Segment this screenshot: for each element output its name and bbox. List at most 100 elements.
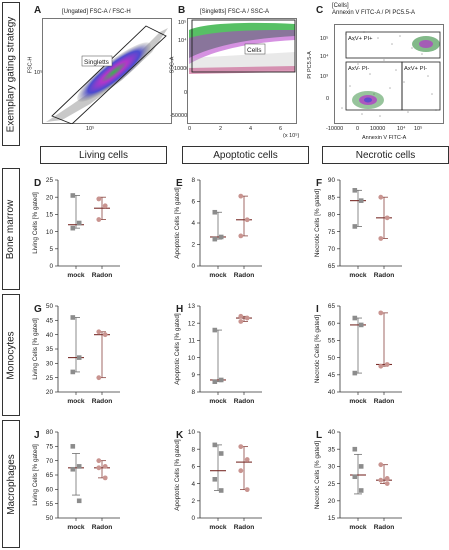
x-tick-label: mock [349,524,367,531]
panel-letter-d: D [34,178,41,189]
y-tick-label: 50 [46,515,54,522]
y-tick-label: 13 [188,303,196,310]
data-point-radon [385,476,390,481]
x-tick-label: mock [209,272,227,279]
x-tick-label: mock [349,398,367,405]
y-axis-label: Apoptotic Cells [% gated] [174,313,181,385]
data-point-radon [378,310,383,315]
dot-plot-l: LNecrotic Cells [% gated]152025303540moc… [314,429,402,531]
data-point-mock [353,474,358,479]
y-tick-label: 0 [191,515,195,522]
data-point-radon [103,332,108,337]
x-tick-label: Radon [92,272,113,279]
dot-plot-i: INecrotic Cells [% gated]404550556065moc… [314,303,402,405]
y-tick-label: 35 [46,346,54,353]
panel-letter-f: F [316,178,322,189]
y-tick-label: 55 [328,338,336,345]
y-tick-label: 85 [328,194,336,201]
y-tick-label: 6 [191,199,195,206]
y-tick-label: 8 [191,177,195,184]
x-tick-label: Radon [92,524,113,531]
x-tick-label: Radon [234,524,255,531]
data-point-radon [385,362,390,367]
data-point-radon [238,444,243,449]
x-tick-label: mock [67,272,85,279]
y-tick-label: 4 [191,220,195,227]
x-tick-label: Radon [374,524,395,531]
y-tick-label: 30 [46,361,54,368]
data-point-mock [353,371,358,376]
data-point-mock [77,499,82,504]
data-point-mock [219,378,224,383]
y-tick-label: 65 [328,263,336,270]
y-tick-label: 20 [46,194,54,201]
data-point-radon [96,465,101,470]
data-point-radon [103,475,108,480]
y-tick-label: 25 [46,177,54,184]
data-point-radon [238,314,243,319]
y-tick-label: 5 [49,246,53,253]
data-point-mock [353,447,358,452]
y-tick-label: 15 [328,515,336,522]
data-point-mock [359,323,364,328]
x-tick-label: Radon [234,398,255,405]
y-tick-label: 0 [191,263,195,270]
data-point-mock [353,188,358,193]
x-tick-label: mock [67,398,85,405]
y-tick-label: 55 [46,501,54,508]
y-tick-label: 40 [328,389,336,396]
data-point-radon [103,203,108,208]
data-point-radon [245,487,250,492]
data-point-mock [359,488,364,493]
data-point-radon [238,234,243,239]
data-point-mock [353,316,358,321]
x-tick-label: mock [209,524,227,531]
data-point-radon [96,375,101,380]
y-tick-label: 90 [328,177,336,184]
data-point-radon [378,462,383,467]
data-point-mock [77,221,82,226]
y-tick-label: 50 [46,303,54,310]
y-axis-label: Apoptotic Cells [% gated] [174,187,181,259]
data-point-mock [213,328,218,333]
y-tick-label: 65 [46,472,54,479]
data-point-radon [245,217,250,222]
x-tick-label: mock [209,398,227,405]
data-point-radon [378,236,383,241]
x-tick-label: Radon [234,272,255,279]
x-tick-label: Radon [374,398,395,405]
data-point-mock [71,315,76,320]
data-point-radon [385,215,390,220]
data-point-mock [213,477,218,482]
data-point-radon [385,481,390,486]
y-tick-label: 10 [46,229,54,236]
y-tick-label: 25 [328,481,336,488]
panel-letter-l: L [316,430,322,441]
y-axis-label: Apoptotic Cells [% gated] [174,439,181,511]
dot-plot-j: JLiving Cells [% gated]50556065707580moc… [32,429,120,531]
y-tick-label: 4 [191,481,195,488]
y-axis-label: Living Cells [% gated] [32,318,39,380]
y-tick-label: 30 [328,464,336,471]
data-point-radon [238,319,243,324]
data-point-mock [71,370,76,375]
data-point-mock [71,193,76,198]
y-tick-label: 70 [46,458,54,465]
y-tick-label: 45 [328,372,336,379]
data-point-radon [96,329,101,334]
data-point-mock [71,467,76,472]
data-point-mock [77,355,82,360]
y-tick-label: 40 [328,429,336,436]
data-point-radon [96,458,101,463]
data-point-mock [219,451,224,456]
x-tick-label: mock [67,524,85,531]
data-point-mock [213,210,218,215]
y-tick-label: 2 [191,498,195,505]
y-tick-label: 75 [328,229,336,236]
data-point-radon [96,217,101,222]
y-tick-label: 10 [188,355,196,362]
y-tick-label: 60 [328,320,336,327]
y-tick-label: 0 [49,263,53,270]
